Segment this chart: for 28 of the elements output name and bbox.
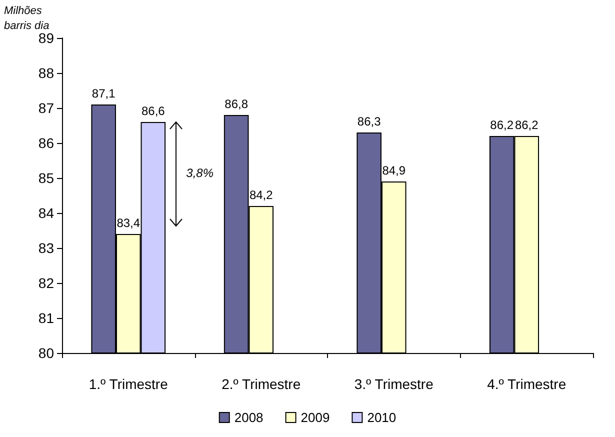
- data-label: 86,2: [490, 118, 514, 132]
- data-label: 84,9: [382, 164, 406, 178]
- x-tick-label: 4.º Trimestre: [487, 376, 566, 392]
- y-tick-label: 81: [38, 310, 54, 326]
- annotation: 3,8%: [186, 166, 214, 180]
- y-tick-label: 87: [38, 100, 54, 116]
- data-label: 86,6: [141, 104, 166, 118]
- legend-label: 2009: [300, 410, 330, 425]
- data-label: 86,8: [224, 97, 248, 111]
- data-label: 86,2: [514, 118, 539, 132]
- y-axis-title: Milhões barris dia: [4, 4, 50, 33]
- legend-label: 2008: [234, 410, 264, 425]
- y-tick-label: 82: [38, 275, 54, 291]
- data-label: 87,1: [92, 86, 116, 100]
- x-tick-label: 2.º Trimestre: [222, 376, 301, 392]
- y-tick-label: 89: [38, 30, 54, 46]
- data-label: 83,4: [116, 216, 140, 230]
- x-tick-label: 3.º Trimestre: [354, 376, 434, 392]
- data-label: 86,3: [357, 114, 382, 128]
- y-tick-label: 84: [38, 205, 54, 221]
- y-tick-label: 80: [38, 345, 54, 361]
- legend-label: 2010: [367, 410, 396, 425]
- y-tick-label: 83: [38, 240, 54, 256]
- data-label: 84,2: [249, 188, 274, 202]
- x-tick-label: 1.º Trimestre: [88, 376, 168, 392]
- y-tick-label: 85: [38, 170, 54, 186]
- y-tick-label: 88: [38, 65, 54, 81]
- y-tick-label: 86: [38, 135, 54, 151]
